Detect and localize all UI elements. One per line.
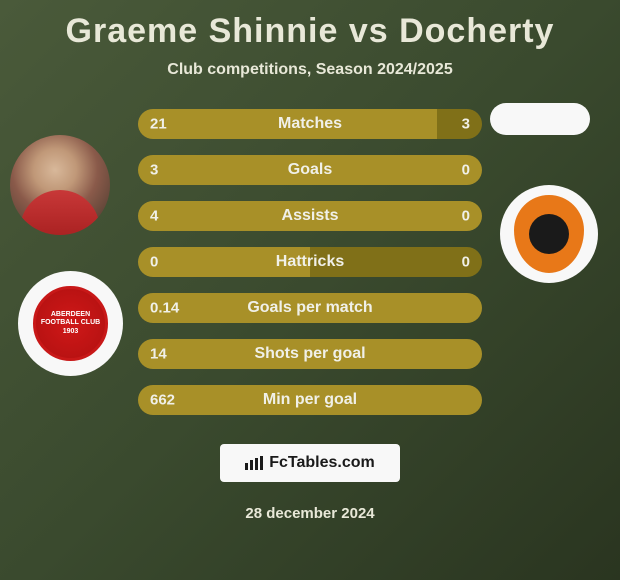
stat-value-left: 4: [150, 208, 158, 225]
stat-row: 4 Assists 0: [138, 201, 482, 231]
stat-value-left: 21: [150, 116, 167, 133]
stat-value-right: 0: [462, 162, 470, 179]
stat-value-right: 0: [462, 208, 470, 225]
brand-logo: FcTables.com: [220, 444, 400, 482]
stat-row: 662 Min per goal: [138, 385, 482, 415]
player-left-photo: [10, 135, 110, 235]
stat-value-right: 3: [462, 116, 470, 133]
club-badge-left: ABERDEEN FOOTBALL CLUB 1903: [18, 271, 123, 376]
stat-label: Hattricks: [276, 253, 344, 271]
stat-row: 0 Hattricks 0: [138, 247, 482, 277]
dundee-crest-icon: [514, 195, 584, 273]
comparison-bars: 21 Matches 3 3 Goals 0 4 Assists 0 0 Hattricks 0 0.1…: [138, 109, 482, 431]
page-title: Graeme Shinnie vs Docherty: [0, 0, 620, 51]
stat-value-left: 0.14: [150, 300, 179, 317]
stat-row: 0.14 Goals per match: [138, 293, 482, 323]
stat-value-left: 0: [150, 254, 158, 271]
stat-value-left: 14: [150, 346, 167, 363]
stat-value-left: 662: [150, 392, 175, 409]
aberdeen-crest-icon: ABERDEEN FOOTBALL CLUB 1903: [33, 286, 108, 361]
crest-year: 1903: [63, 328, 79, 336]
stat-row: 3 Goals 0: [138, 155, 482, 185]
stat-label: Goals per match: [247, 299, 372, 317]
stat-label: Matches: [278, 115, 342, 133]
stat-row: 21 Matches 3: [138, 109, 482, 139]
club-badge-right: [500, 185, 598, 283]
stat-value-left: 3: [150, 162, 158, 179]
stat-label: Min per goal: [263, 391, 357, 409]
player-right-photo: [490, 103, 590, 135]
stat-label: Shots per goal: [254, 345, 365, 363]
stat-value-right: 0: [462, 254, 470, 271]
comparison-panel: ABERDEEN FOOTBALL CLUB 1903 21 Matches 3 3 G…: [0, 109, 620, 419]
crest-text: ABERDEEN FOOTBALL CLUB: [36, 311, 105, 328]
brand-text: FcTables.com: [269, 454, 375, 472]
stat-row: 14 Shots per goal: [138, 339, 482, 369]
stat-bar-right: [437, 109, 482, 139]
page-subtitle: Club competitions, Season 2024/2025: [0, 61, 620, 79]
stat-label: Goals: [288, 161, 332, 179]
stat-label: Assists: [282, 207, 339, 225]
chart-icon: [245, 456, 263, 470]
footer-date: 28 december 2024: [245, 505, 374, 522]
